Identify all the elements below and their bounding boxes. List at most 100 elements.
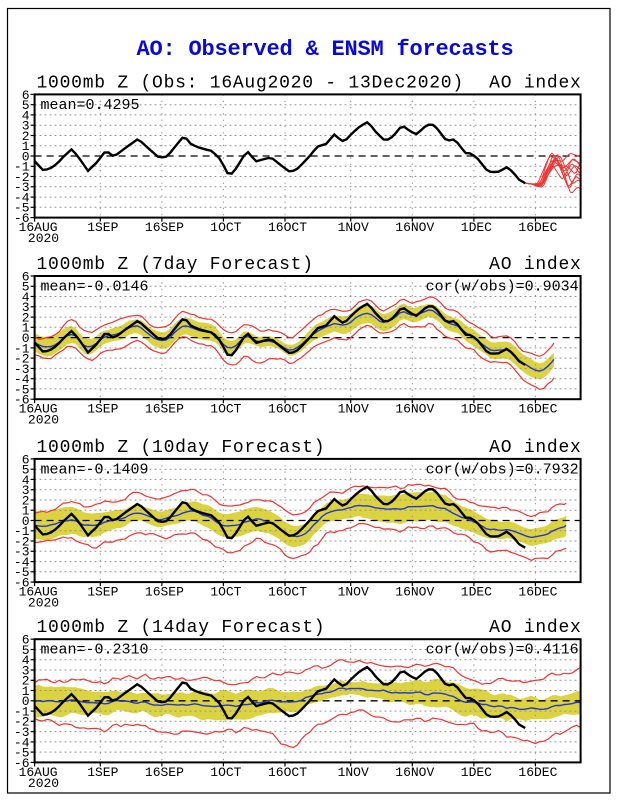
svg-text:0: 0: [22, 514, 30, 529]
svg-text:16DEC: 16DEC: [518, 220, 557, 235]
svg-text:2020: 2020: [28, 231, 59, 246]
svg-text:1000mb Z (Obs: 16Aug2020 - 13D: 1000mb Z (Obs: 16Aug2020 - 13Dec2020): [37, 73, 464, 93]
svg-text:1DEC: 1DEC: [461, 585, 492, 600]
svg-text:2: 2: [22, 311, 30, 326]
svg-text:1NOV: 1NOV: [338, 765, 369, 780]
svg-text:5: 5: [22, 463, 30, 478]
svg-text:16SEP: 16SEP: [145, 220, 184, 235]
svg-text:1: 1: [22, 139, 30, 154]
svg-text:-4: -4: [14, 555, 30, 570]
svg-text:16DEC: 16DEC: [518, 585, 557, 600]
svg-text:1DEC: 1DEC: [461, 220, 492, 235]
svg-text:1SEP: 1SEP: [87, 585, 118, 600]
svg-text:2020: 2020: [28, 596, 59, 611]
svg-text:-5: -5: [14, 746, 30, 761]
svg-text:6: 6: [22, 452, 30, 467]
svg-text:cor(w/obs)=0.4116: cor(w/obs)=0.4116: [426, 642, 579, 659]
svg-text:1OCT: 1OCT: [210, 585, 241, 600]
svg-text:1SEP: 1SEP: [87, 220, 118, 235]
svg-text:-4: -4: [14, 372, 30, 387]
svg-text:-2: -2: [14, 715, 30, 730]
svg-text:AO index: AO index: [489, 438, 581, 458]
svg-text:-3: -3: [14, 545, 30, 560]
svg-text:6: 6: [22, 269, 30, 284]
svg-text:1000mb Z (7day Forecast): 1000mb Z (7day Forecast): [37, 255, 314, 275]
svg-text:-1: -1: [14, 341, 30, 356]
svg-text:cor(w/obs)=0.7932: cor(w/obs)=0.7932: [426, 461, 579, 478]
svg-text:16OCT: 16OCT: [268, 220, 307, 235]
svg-text:-2: -2: [14, 352, 30, 367]
svg-text:4: 4: [22, 290, 30, 305]
svg-text:16SEP: 16SEP: [145, 402, 184, 417]
svg-text:5: 5: [22, 98, 30, 113]
svg-text:-5: -5: [14, 565, 30, 580]
svg-text:AO: Observed & ENSM forecasts: AO: Observed & ENSM forecasts: [136, 37, 513, 62]
svg-text:1SEP: 1SEP: [87, 765, 118, 780]
svg-text:16DEC: 16DEC: [518, 402, 557, 417]
svg-text:2: 2: [22, 129, 30, 144]
svg-text:3: 3: [22, 300, 30, 315]
svg-text:-4: -4: [14, 735, 30, 750]
svg-text:5: 5: [22, 280, 30, 295]
svg-text:-1: -1: [14, 160, 30, 175]
svg-text:16SEP: 16SEP: [145, 765, 184, 780]
svg-text:1NOV: 1NOV: [338, 402, 369, 417]
svg-text:4: 4: [22, 653, 30, 668]
svg-text:16OCT: 16OCT: [268, 402, 307, 417]
svg-text:5: 5: [22, 643, 30, 658]
svg-text:6: 6: [22, 633, 30, 648]
svg-text:16AUG: 16AUG: [19, 220, 58, 235]
svg-text:1DEC: 1DEC: [461, 765, 492, 780]
svg-text:-4: -4: [14, 191, 30, 206]
svg-text:1OCT: 1OCT: [210, 402, 241, 417]
svg-text:6: 6: [22, 88, 30, 103]
svg-text:1OCT: 1OCT: [210, 220, 241, 235]
svg-text:16NOV: 16NOV: [395, 402, 434, 417]
svg-text:-6: -6: [14, 576, 30, 591]
svg-text:3: 3: [22, 119, 30, 134]
svg-text:1000mb Z (10day Forecast): 1000mb Z (10day Forecast): [37, 438, 326, 458]
svg-text:16AUG: 16AUG: [19, 402, 58, 417]
svg-text:1000mb Z (14day Forecast): 1000mb Z (14day Forecast): [37, 618, 326, 638]
svg-text:AO index: AO index: [489, 73, 581, 93]
svg-text:1NOV: 1NOV: [338, 220, 369, 235]
svg-text:-5: -5: [14, 382, 30, 397]
svg-text:-3: -3: [14, 362, 30, 377]
svg-text:1: 1: [22, 684, 30, 699]
svg-text:-3: -3: [14, 180, 30, 195]
svg-text:AO index: AO index: [489, 618, 581, 638]
svg-text:2020: 2020: [28, 776, 59, 791]
svg-text:16OCT: 16OCT: [268, 585, 307, 600]
svg-text:-1: -1: [14, 705, 30, 720]
svg-text:0: 0: [22, 694, 30, 709]
svg-text:mean=-0.1409: mean=-0.1409: [41, 461, 149, 478]
svg-text:16DEC: 16DEC: [518, 765, 557, 780]
svg-text:3: 3: [22, 483, 30, 498]
svg-text:16NOV: 16NOV: [395, 220, 434, 235]
svg-text:-1: -1: [14, 524, 30, 539]
svg-text:1NOV: 1NOV: [338, 585, 369, 600]
svg-text:-6: -6: [14, 393, 30, 408]
svg-text:mean=0.4295: mean=0.4295: [41, 97, 140, 114]
svg-text:mean=-0.2310: mean=-0.2310: [41, 642, 149, 659]
svg-text:1: 1: [22, 321, 30, 336]
svg-text:-3: -3: [14, 725, 30, 740]
svg-text:16NOV: 16NOV: [395, 765, 434, 780]
svg-text:-6: -6: [14, 211, 30, 226]
svg-text:-6: -6: [14, 756, 30, 771]
svg-text:0: 0: [22, 149, 30, 164]
svg-text:-2: -2: [14, 534, 30, 549]
svg-text:16AUG: 16AUG: [19, 585, 58, 600]
svg-text:0: 0: [22, 331, 30, 346]
svg-text:2: 2: [22, 674, 30, 689]
svg-text:-2: -2: [14, 170, 30, 185]
svg-text:16AUG: 16AUG: [19, 765, 58, 780]
svg-text:4: 4: [22, 108, 30, 123]
svg-text:2: 2: [22, 493, 30, 508]
svg-text:mean=-0.0146: mean=-0.0146: [41, 279, 149, 296]
svg-text:-5: -5: [14, 201, 30, 216]
svg-text:1SEP: 1SEP: [87, 402, 118, 417]
svg-text:AO index: AO index: [489, 255, 581, 275]
svg-text:3: 3: [22, 663, 30, 678]
svg-text:1DEC: 1DEC: [461, 402, 492, 417]
